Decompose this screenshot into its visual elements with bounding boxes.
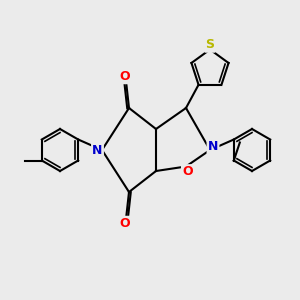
- Text: O: O: [119, 217, 130, 230]
- Text: S: S: [206, 38, 214, 52]
- Text: O: O: [119, 70, 130, 83]
- Text: N: N: [92, 143, 103, 157]
- Text: O: O: [182, 165, 193, 178]
- Text: N: N: [208, 140, 218, 154]
